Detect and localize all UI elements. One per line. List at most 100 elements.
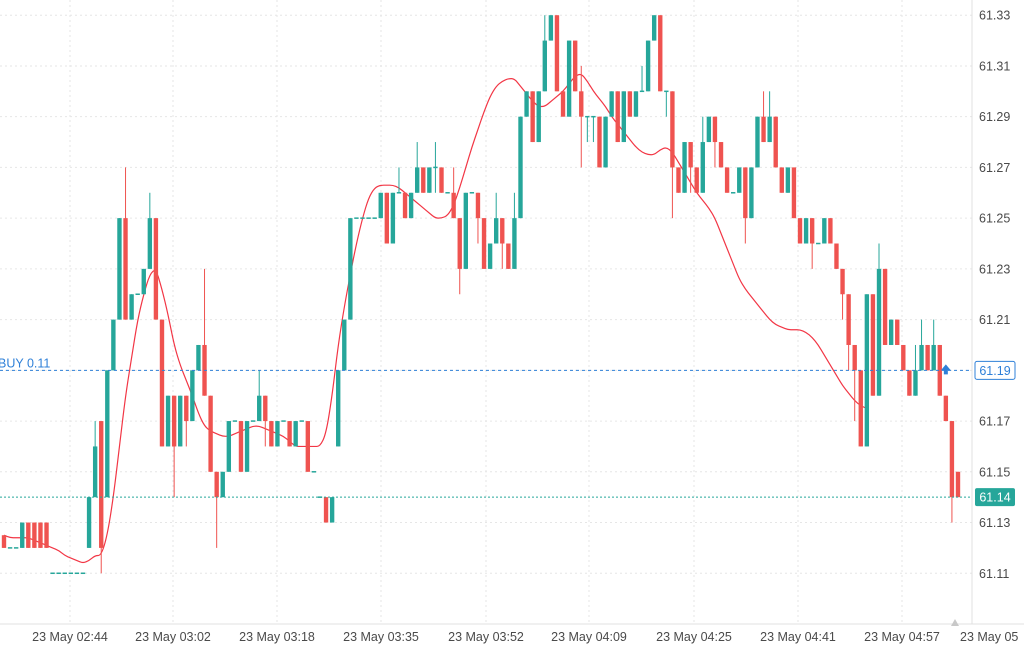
- candle: [882, 268, 888, 345]
- candle-body-bullish: [603, 116, 608, 168]
- candle-body-bearish: [718, 142, 724, 168]
- candle: [797, 218, 803, 244]
- candle: [761, 91, 766, 143]
- candle-body-bullish: [348, 218, 353, 320]
- candle: [147, 192, 153, 269]
- candle: [500, 218, 505, 269]
- candle-body-bearish: [439, 167, 444, 193]
- candle: [62, 572, 67, 575]
- candlestick-series: [1, 15, 961, 575]
- candle-body-bullish: [730, 192, 736, 194]
- candle-body-bullish: [178, 395, 183, 447]
- candle-body-bullish: [427, 167, 432, 193]
- candle-body-bearish: [99, 421, 104, 548]
- candle: [718, 142, 724, 168]
- candle-body-bullish: [494, 218, 499, 244]
- candle: [257, 370, 262, 422]
- candle: [755, 116, 760, 168]
- candle-body-bearish: [506, 243, 511, 269]
- candle: [208, 395, 213, 472]
- up-arrow-icon[interactable]: [940, 364, 951, 375]
- candle-body-bullish: [135, 293, 140, 295]
- candle: [305, 421, 311, 472]
- candle: [834, 243, 839, 269]
- candle-body-bullish: [706, 116, 712, 143]
- candle-body-bullish: [74, 572, 80, 575]
- candle: [92, 421, 98, 498]
- candle: [615, 91, 620, 143]
- candle-body-bullish: [92, 446, 98, 498]
- candle: [487, 243, 493, 269]
- candle: [907, 370, 912, 396]
- candle-body-bullish: [524, 91, 529, 117]
- candle: [281, 420, 286, 422]
- candle: [706, 116, 712, 143]
- buy-price-tag-label: 61.19: [979, 364, 1010, 378]
- candle: [427, 167, 432, 193]
- candle: [560, 91, 566, 117]
- candle-body-bullish: [913, 370, 918, 396]
- candle-body-bearish: [26, 522, 31, 548]
- candle-body-bullish: [651, 15, 657, 41]
- candle-body-bearish: [615, 91, 620, 143]
- price-tick-label: 61.33: [979, 9, 1010, 23]
- candle: [178, 395, 183, 447]
- candle: [554, 15, 560, 92]
- candle: [603, 116, 608, 168]
- candle: [74, 572, 80, 575]
- candle-body-bearish: [384, 192, 390, 244]
- candle: [50, 572, 55, 575]
- candle: [870, 294, 876, 396]
- candle: [135, 293, 140, 295]
- candle: [542, 15, 547, 92]
- candle: [159, 319, 165, 447]
- candle-body-bullish: [512, 218, 517, 269]
- candle: [913, 344, 918, 396]
- candle: [700, 116, 705, 193]
- candle: [767, 91, 772, 143]
- candle: [250, 420, 256, 422]
- candle: [469, 192, 475, 194]
- candle: [621, 91, 626, 143]
- candle-body-bearish: [846, 294, 851, 345]
- triangle-up-icon[interactable]: [951, 619, 959, 626]
- buy-order-line[interactable]: BUY 0.11: [0, 356, 972, 371]
- candle-body-bearish: [743, 167, 748, 219]
- candle-body-bearish: [694, 167, 699, 193]
- candle-body-bullish: [105, 370, 110, 498]
- candle-body-bearish: [658, 15, 663, 92]
- candle: [232, 420, 238, 422]
- candle: [949, 421, 955, 523]
- candle: [536, 91, 541, 143]
- candle: [822, 218, 827, 244]
- price-tick-label: 61.25: [979, 212, 1010, 226]
- candle: [396, 167, 402, 194]
- candle: [475, 192, 481, 244]
- candle-body-bullish: [682, 142, 687, 193]
- candle-body-bearish: [153, 218, 159, 320]
- candle-body-bearish: [761, 116, 766, 143]
- candle: [105, 370, 110, 498]
- candle-body-bearish: [712, 116, 718, 143]
- candle: [275, 421, 280, 447]
- candle: [730, 192, 736, 194]
- time-tick-label: 23 May 05: [960, 630, 1018, 644]
- candle: [287, 421, 292, 447]
- candle: [512, 192, 517, 269]
- candle-body-bullish: [86, 497, 92, 548]
- time-axis[interactable]: 23 May 02:44 23 May 03:02 23 May 03:18 23 M…: [32, 630, 1018, 644]
- buy-order-label[interactable]: BUY 0.11: [0, 356, 50, 370]
- candle-body-bearish: [840, 268, 845, 295]
- candle-body-bullish: [117, 218, 122, 320]
- candle: [816, 242, 821, 245]
- candle: [244, 421, 250, 472]
- candle-body-bearish: [530, 91, 535, 143]
- candle-body-bullish: [372, 217, 377, 219]
- candle: [481, 218, 487, 269]
- candle-body-bearish: [44, 522, 49, 548]
- candle-body-bullish: [20, 522, 25, 548]
- candle: [360, 217, 365, 219]
- candle-body-bullish: [56, 572, 61, 575]
- candle: [901, 344, 906, 371]
